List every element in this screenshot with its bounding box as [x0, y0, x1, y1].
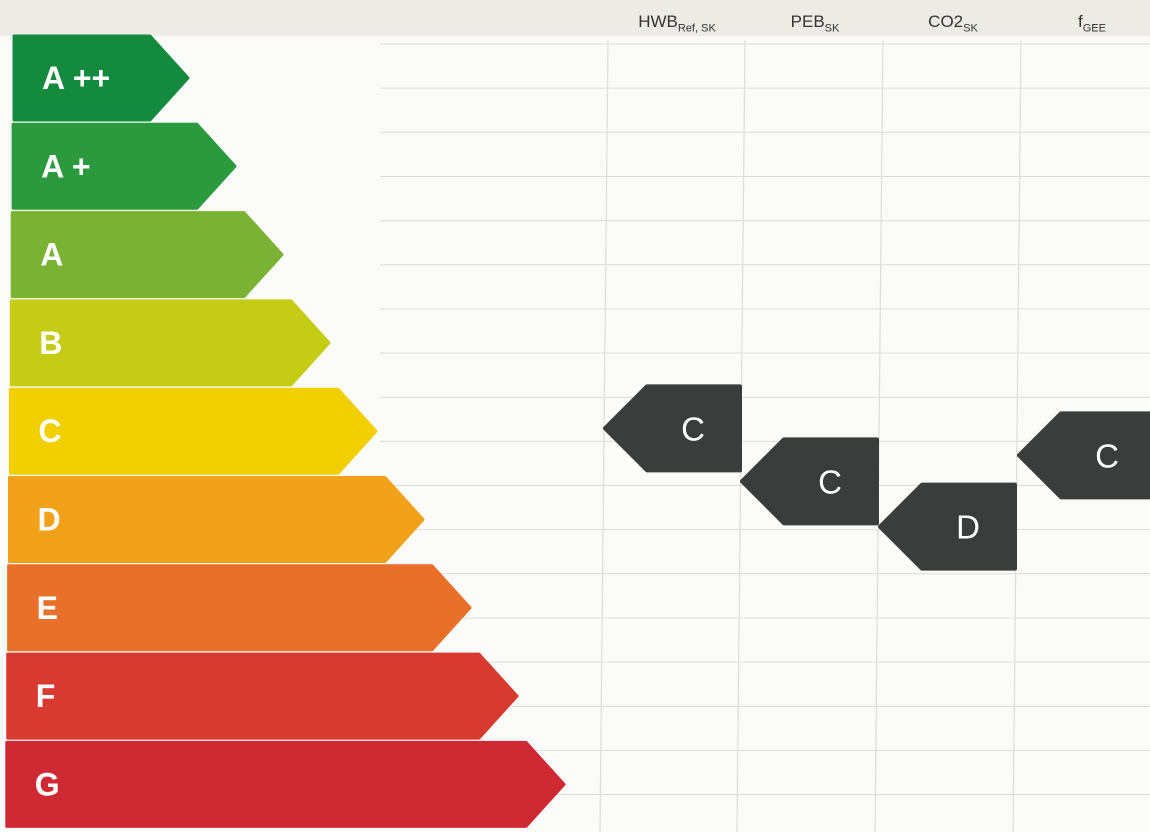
energy-class-arrow: [10, 211, 284, 299]
column-header-peb: PEBSK: [790, 12, 840, 35]
rating-marker-label: C: [1095, 437, 1119, 474]
energy-class-label: A: [40, 237, 63, 273]
rating-marker: [1017, 411, 1150, 500]
energy-class-arrow: [8, 476, 425, 563]
energy-class-label: A ++: [42, 60, 110, 96]
energy-class-arrow: [5, 740, 566, 828]
column-separator: [874, 39, 884, 832]
column-separator: [1012, 39, 1022, 832]
energy-class-arrow: [7, 564, 472, 652]
column-header-hwb: HWBRef, SK: [638, 12, 716, 35]
energy-class-label: E: [37, 590, 58, 626]
energy-class-arrow: [9, 299, 331, 387]
rating-marker: [740, 437, 879, 526]
rating-marker-label: C: [818, 463, 842, 500]
energy-class-label: G: [35, 766, 60, 802]
rating-marker: [878, 482, 1017, 571]
rating-marker-label: D: [956, 509, 980, 546]
energy-class-label: D: [38, 502, 61, 538]
column-header-co2: CO2SK: [928, 12, 978, 35]
column-header-fgee: fGEE: [1078, 12, 1106, 35]
energy-class-arrow: [11, 122, 237, 210]
energy-class-arrow: [6, 652, 519, 740]
energy-class-arrow: [12, 34, 190, 122]
rating-marker-label: C: [681, 410, 705, 447]
energy-class-arrow: [8, 387, 378, 475]
energy-class-label: F: [36, 678, 56, 714]
column-separator: [599, 39, 609, 832]
energy-class-label: B: [39, 325, 62, 361]
energy-class-label: C: [38, 413, 61, 449]
rating-marker: [603, 384, 742, 473]
energy-class-label: A +: [41, 148, 91, 184]
